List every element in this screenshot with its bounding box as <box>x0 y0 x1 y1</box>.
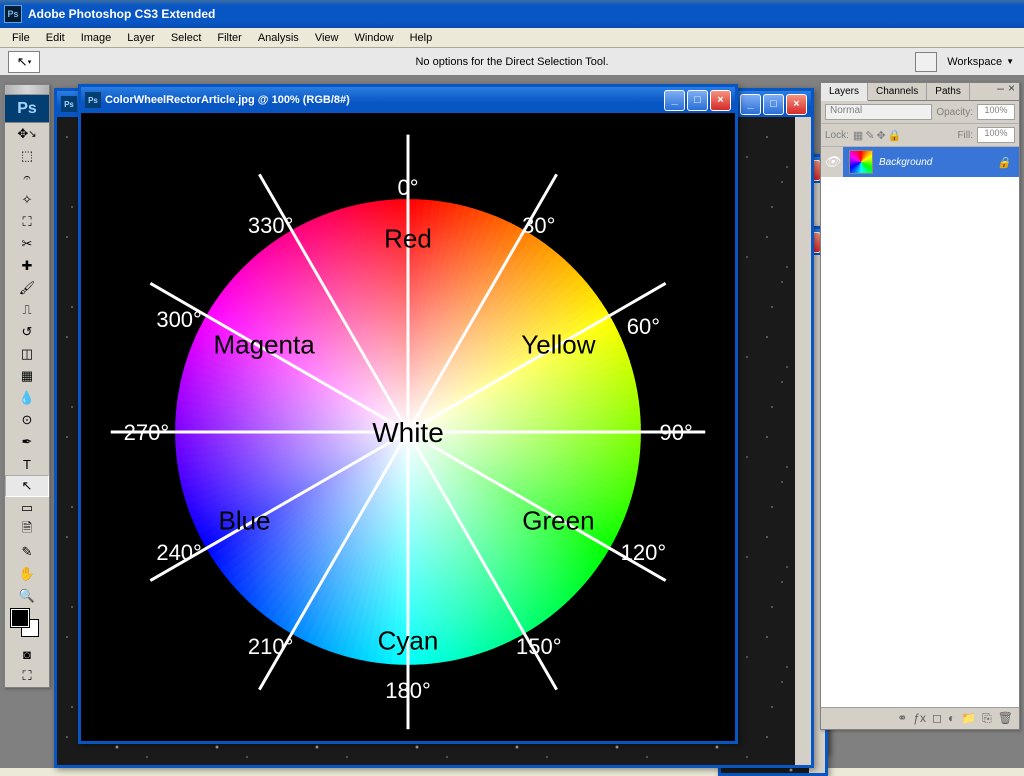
tools-palette: Ps ✥↘ ⬚ 𝄐 ✧ ⛶ ✂ ✚ 🖌 ⎍ ↺ ◫ ▦ 💧 ⊙ ✒ T ↖ ▭ … <box>4 84 50 688</box>
app-title: Adobe Photoshop CS3 Extended <box>28 7 215 21</box>
slice-tool[interactable]: ✂ <box>5 233 49 255</box>
lock-all-icon[interactable]: 🔒 <box>888 129 902 142</box>
lock-position-icon[interactable]: ✥ <box>877 129 886 142</box>
doc2-minimize-button[interactable]: _ <box>740 94 761 115</box>
menu-filter[interactable]: Filter <box>209 30 249 46</box>
menu-layer[interactable]: Layer <box>119 30 163 46</box>
menu-help[interactable]: Help <box>402 30 441 46</box>
history-brush-tool[interactable]: ↺ <box>5 321 49 343</box>
menu-edit[interactable]: Edit <box>38 30 73 46</box>
shape-tool[interactable]: ▭ <box>5 497 49 519</box>
new-group-icon[interactable]: 📁 <box>961 711 976 726</box>
options-message: No options for the Direct Selection Tool… <box>415 56 608 68</box>
eyedropper-tool[interactable]: ✎ <box>5 541 49 563</box>
layer-mask-icon[interactable]: ◻ <box>932 711 942 726</box>
zoom-tool[interactable]: 🔍 <box>5 585 49 607</box>
pen-tool[interactable]: ✒ <box>5 431 49 453</box>
eraser-tool[interactable]: ◫ <box>5 343 49 365</box>
dodge-tool[interactable]: ⊙ <box>5 409 49 431</box>
palette-grip[interactable] <box>5 85 49 95</box>
doc-main-titlebar[interactable]: Ps ColorWheelRectorArticle.jpg @ 100% (R… <box>81 87 735 113</box>
tab-channels[interactable]: Channels <box>868 83 927 100</box>
lasso-tool[interactable]: 𝄐 <box>5 167 49 189</box>
layer-name: Background <box>879 157 932 168</box>
layer-visibility-toggle[interactable]: 👁 <box>821 147 843 177</box>
doc-main-close-button[interactable]: × <box>710 90 731 111</box>
foreground-color-swatch[interactable] <box>11 609 29 627</box>
doc2-close-button[interactable]: × <box>786 94 807 115</box>
menu-select[interactable]: Select <box>163 30 210 46</box>
notes-tool[interactable]: 🗎 <box>5 519 49 541</box>
quickmask-toggle[interactable]: ◙ <box>5 643 49 665</box>
brush-tool[interactable]: 🖌 <box>5 277 49 299</box>
blend-mode-select[interactable]: Normal <box>825 104 932 120</box>
color-swatches <box>5 607 49 643</box>
tab-layers[interactable]: Layers <box>821 83 868 101</box>
fill-label: Fill: <box>957 130 973 141</box>
menu-image[interactable]: Image <box>73 30 120 46</box>
healing-tool[interactable]: ✚ <box>5 255 49 277</box>
hand-tool[interactable]: ✋ <box>5 563 49 585</box>
app-titlebar: Ps Adobe Photoshop CS3 Extended <box>0 0 1024 28</box>
wand-tool[interactable]: ✧ <box>5 189 49 211</box>
layer-fx-icon[interactable]: ƒx <box>913 711 926 726</box>
screenmode-toggle[interactable]: ⛶ <box>5 665 49 687</box>
new-layer-icon[interactable]: ⎘ <box>982 711 992 726</box>
workspace-menu[interactable]: Workspace▼ <box>947 56 1014 68</box>
doc2-maximize-button[interactable]: □ <box>763 94 784 115</box>
layer-row-background[interactable]: 👁 Background 🔒 <box>821 147 1019 177</box>
type-tool[interactable]: T <box>5 453 49 475</box>
menu-window[interactable]: Window <box>346 30 401 46</box>
lock-transparency-icon[interactable]: ▦ <box>853 129 863 142</box>
document-window-main[interactable]: Ps ColorWheelRectorArticle.jpg @ 100% (R… <box>78 84 738 744</box>
menu-file[interactable]: File <box>4 30 38 46</box>
opacity-input[interactable]: 100% <box>977 104 1015 120</box>
marquee-tool[interactable]: ⬚ <box>5 145 49 167</box>
blur-tool[interactable]: 💧 <box>5 387 49 409</box>
optionsbar: ↖▾ No options for the Direct Selection T… <box>0 48 1024 76</box>
link-layers-icon[interactable]: ⚭ <box>897 711 907 726</box>
layers-panel: –× Layers Channels Paths Normal Opacity:… <box>820 82 1020 730</box>
doc-main-maximize-button[interactable]: □ <box>687 90 708 111</box>
doc2-icon: Ps <box>61 96 77 112</box>
layer-list: 👁 Background 🔒 <box>821 147 1019 707</box>
layer-lock-icon: 🔒 <box>997 156 1011 169</box>
crop-tool[interactable]: ⛶ <box>5 211 49 233</box>
delete-layer-icon[interactable]: 🗑 <box>998 711 1013 726</box>
panel-minimize-icon[interactable]: – <box>997 81 1004 95</box>
lock-label: Lock: <box>825 130 849 141</box>
menu-analysis[interactable]: Analysis <box>250 30 307 46</box>
doc-main-minimize-button[interactable]: _ <box>664 90 685 111</box>
tool-preset-picker[interactable]: ↖▾ <box>8 51 40 73</box>
main-workspace: Ps ✥↘ ⬚ 𝄐 ✧ ⛶ ✂ ✚ 🖌 ⎍ ↺ ◫ ▦ 💧 ⊙ ✒ T ↖ ▭ … <box>0 76 1024 768</box>
stamp-tool[interactable]: ⎍ <box>5 299 49 321</box>
doc-main-title: ColorWheelRectorArticle.jpg @ 100% (RGB/… <box>105 94 350 106</box>
app-icon: Ps <box>4 5 22 23</box>
layer-thumbnail[interactable] <box>849 150 873 174</box>
menubar: File Edit Image Layer Select Filter Anal… <box>0 28 1024 48</box>
ps-logo: Ps <box>5 95 49 123</box>
menu-view[interactable]: View <box>307 30 347 46</box>
doc-main-icon: Ps <box>85 92 101 108</box>
fill-input[interactable]: 100% <box>977 127 1015 143</box>
panel-close-icon[interactable]: × <box>1008 81 1015 95</box>
lock-pixels-icon[interactable]: ✎ <box>865 129 874 142</box>
doc-main-canvas: 0°30°60°90°120°150°180°210°240°270°300°3… <box>81 113 735 741</box>
layers-panel-footer: ⚭ ƒx ◻ ◐ 📁 ⎘ 🗑 <box>821 707 1019 729</box>
path-select-tool[interactable]: ↖ <box>5 475 49 497</box>
adjustment-layer-icon[interactable]: ◐ <box>948 711 955 726</box>
go-to-bridge-icon[interactable] <box>915 52 937 72</box>
gradient-tool[interactable]: ▦ <box>5 365 49 387</box>
color-wheel-svg <box>81 113 735 741</box>
move-tool[interactable]: ✥↘ <box>5 123 49 145</box>
opacity-label: Opacity: <box>936 107 973 118</box>
tab-paths[interactable]: Paths <box>927 83 970 100</box>
